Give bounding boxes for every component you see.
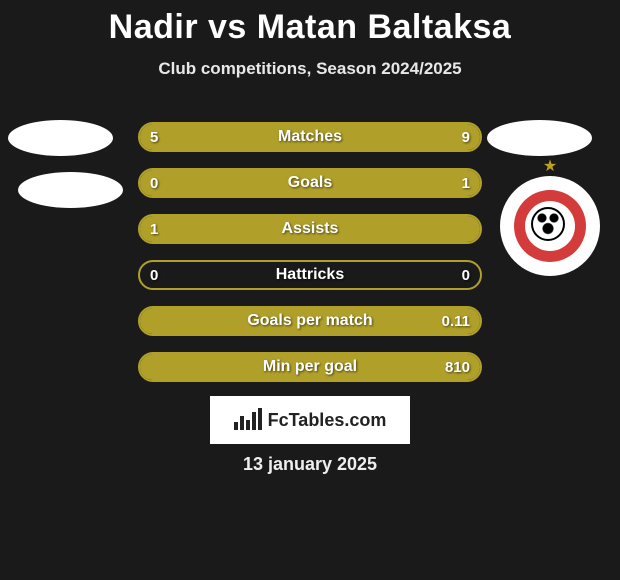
- stat-label: Assists: [140, 216, 480, 242]
- stat-bar: 810Min per goal: [138, 352, 482, 382]
- soccer-ball-icon: [531, 207, 565, 241]
- stat-bar: 1Assists: [138, 214, 482, 244]
- chart-icon: [234, 410, 262, 430]
- stat-bar: 0.11Goals per match: [138, 306, 482, 336]
- star-icon: ★: [543, 156, 557, 176]
- player2-avatar: [487, 120, 592, 156]
- stat-label: Goals: [140, 170, 480, 196]
- stat-bar: 01Goals: [138, 168, 482, 198]
- page-subtitle: Club competitions, Season 2024/2025: [0, 59, 620, 79]
- stat-label: Min per goal: [140, 354, 480, 380]
- stat-label: Matches: [140, 124, 480, 150]
- footer-text: FcTables.com: [268, 410, 387, 431]
- badge-inner-circle: [514, 190, 586, 262]
- page-title: Nadir vs Matan Baltaksa: [0, 0, 620, 47]
- date-label: 13 january 2025: [0, 454, 620, 475]
- stat-label: Hattricks: [140, 262, 480, 288]
- footer-badge: FcTables.com: [210, 396, 410, 444]
- stats-bars: 59Matches 01Goals 1Assists 00Hattricks 0.11G…: [138, 122, 482, 398]
- player1-avatar: [8, 120, 113, 156]
- stat-label: Goals per match: [140, 308, 480, 334]
- stat-bar: 00Hattricks: [138, 260, 482, 290]
- stat-bar: 59Matches: [138, 122, 482, 152]
- player1-club-badge: [18, 172, 123, 208]
- player2-club-badge: ★: [500, 176, 600, 276]
